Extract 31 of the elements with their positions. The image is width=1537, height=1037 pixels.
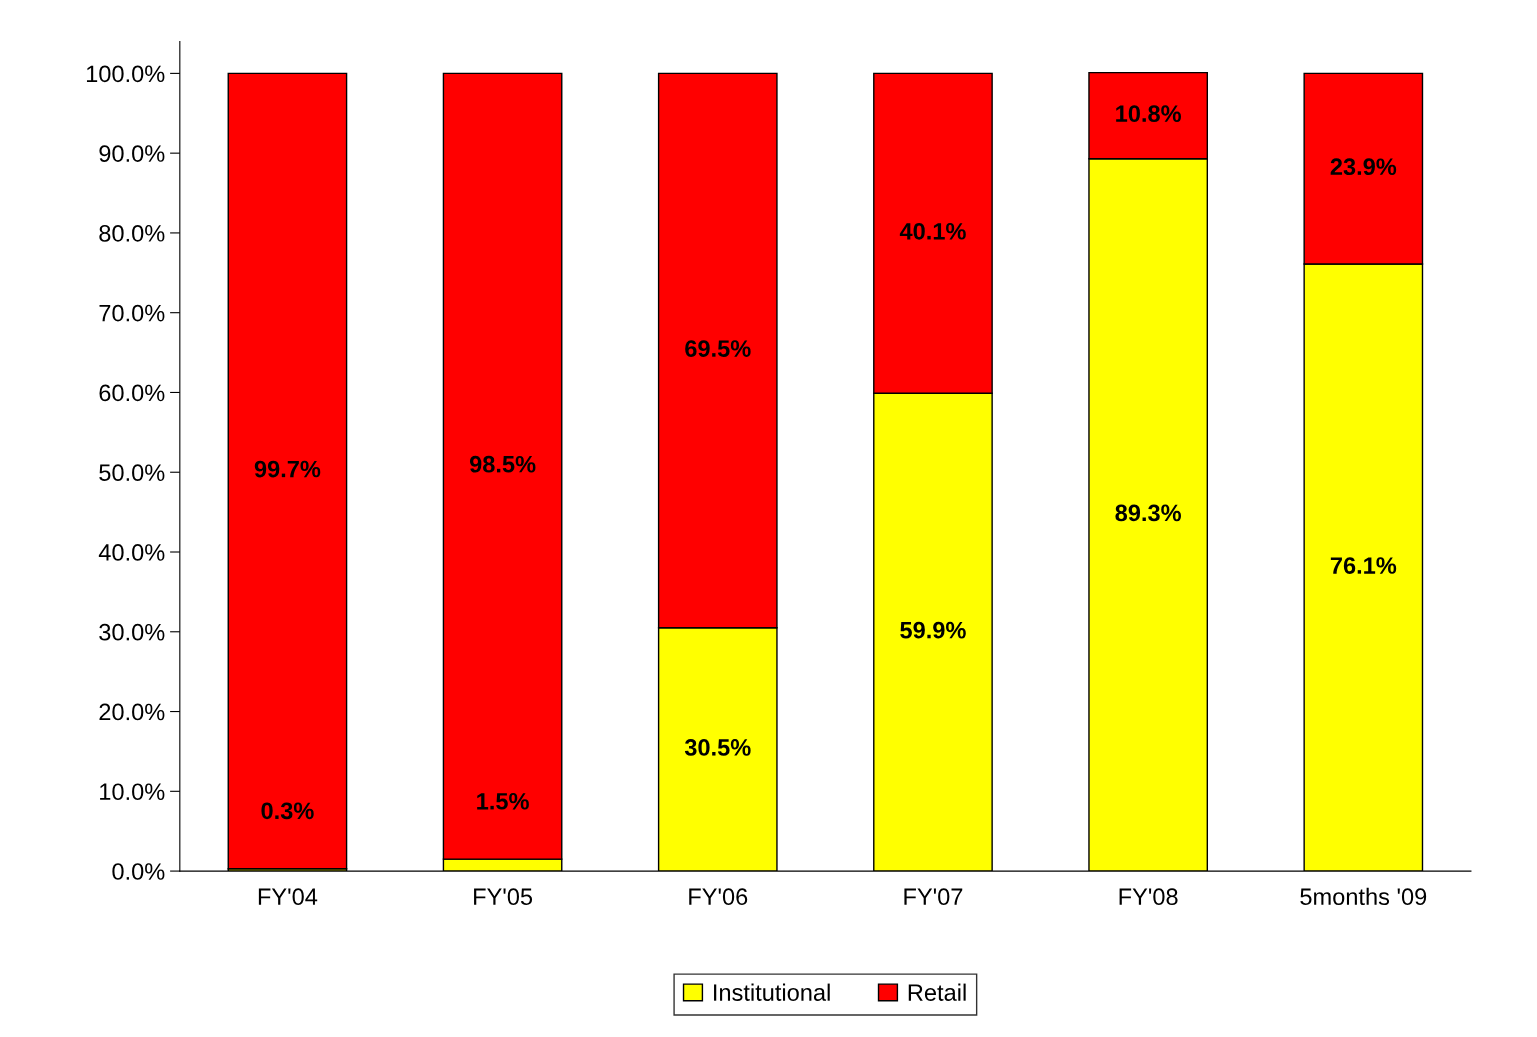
y-tick-label: 90.0% bbox=[99, 145, 165, 162]
data-label: 23.9% bbox=[1330, 158, 1397, 176]
legend-label: Institutional bbox=[714, 983, 830, 1001]
data-label: 59.9% bbox=[900, 621, 966, 639]
y-tick-label: 40.0% bbox=[98, 544, 165, 561]
data-label: 69.5% bbox=[685, 340, 751, 357]
data-label: 10.8% bbox=[1116, 105, 1181, 122]
x-tick-label: FY'07 bbox=[904, 888, 963, 906]
data-label: 40.1% bbox=[899, 222, 966, 240]
data-label: 89.3% bbox=[1115, 504, 1181, 522]
y-tick-label: 30.0% bbox=[99, 623, 165, 641]
x-tick-label: FY'06 bbox=[689, 888, 748, 906]
x-tick-label: FY'08 bbox=[1119, 888, 1178, 906]
x-tick-label: 5months '09 bbox=[1300, 887, 1427, 906]
data-label: 99.7% bbox=[254, 460, 321, 478]
y-tick-label: 10.0% bbox=[100, 783, 165, 801]
y-tick-label: 50.0% bbox=[99, 464, 165, 482]
x-tick-label: FY'05 bbox=[474, 888, 533, 906]
legend-label: Retail bbox=[908, 983, 966, 1001]
x-tick-label: FY'04 bbox=[258, 888, 318, 906]
y-tick-label: 70.0% bbox=[99, 304, 165, 322]
data-label: 1.5% bbox=[477, 792, 529, 810]
data-label: 98.5% bbox=[469, 455, 536, 473]
y-tick-label: 0.0% bbox=[112, 863, 165, 880]
y-tick-label: 60.0% bbox=[99, 384, 165, 402]
data-label: 0.3% bbox=[261, 802, 314, 820]
data-label: 30.5% bbox=[684, 739, 751, 756]
data-label: 76.1% bbox=[1330, 557, 1397, 574]
y-tick-label: 80.0% bbox=[99, 224, 165, 242]
y-tick-label: 100.0% bbox=[86, 65, 165, 83]
y-tick-label: 20.0% bbox=[99, 703, 165, 721]
